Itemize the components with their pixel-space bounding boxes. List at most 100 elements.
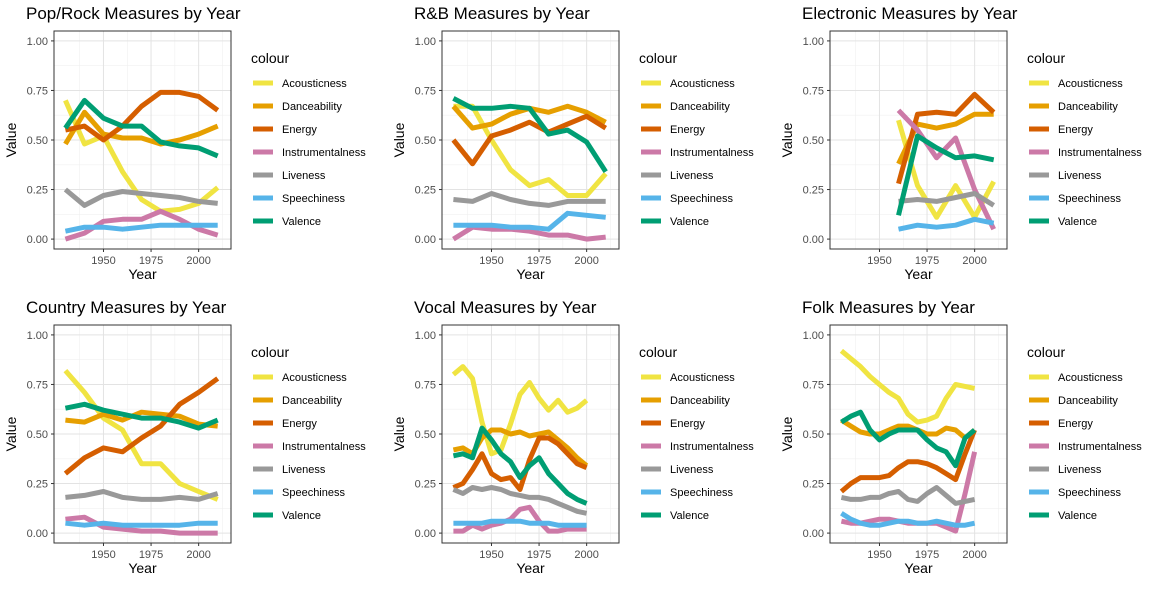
series-line-energy <box>451 113 608 167</box>
series-line-liveness <box>453 191 606 208</box>
series-line-instrumentalness <box>452 224 606 242</box>
legend-label-acousticness: Acousticness <box>282 372 347 384</box>
series-line-valence <box>63 97 219 159</box>
series-line-liveness <box>452 485 588 516</box>
series-line-instrumentalness <box>453 504 587 534</box>
legend-title: colour <box>639 50 677 66</box>
x-axis-label: Year <box>516 266 545 282</box>
series-line-danceability <box>840 417 977 441</box>
legend-label-energy: Energy <box>282 124 317 136</box>
y-tick-label: 0.50 <box>415 429 436 441</box>
y-tick-label: 0.25 <box>803 479 824 491</box>
series-line-danceability <box>63 109 219 147</box>
legend-title: colour <box>1027 344 1065 360</box>
legend-label-danceability: Danceability <box>282 395 342 407</box>
legend-label-energy: Energy <box>670 418 705 430</box>
y-tick-label: 0.25 <box>803 185 824 197</box>
panel-country-measures-by-year: Country Measures by Year 0.00 0.25 0.50 0.75… <box>3 298 366 576</box>
x-tick-label: 1950 <box>867 549 891 561</box>
series-line-liveness <box>840 485 976 506</box>
y-tick-label: 0.00 <box>415 234 436 246</box>
legend-label-liveness: Liveness <box>1058 170 1102 182</box>
y-tick-label: 1.00 <box>803 36 824 48</box>
y-tick-label: 0.00 <box>27 234 48 246</box>
series-line-liveness <box>898 191 996 208</box>
x-tick-label: 1950 <box>867 255 891 267</box>
legend-label-valence: Valence <box>670 510 709 522</box>
legend-label-energy: Energy <box>1058 124 1093 136</box>
legend-label-liveness: Liveness <box>282 464 326 476</box>
x-axis-label: Year <box>904 560 933 576</box>
series-line-acousticness <box>63 99 220 214</box>
legend-label-speechiness: Speechiness <box>282 193 345 205</box>
chart-title: Electronic Measures by Year <box>802 4 1018 23</box>
legend: colour Acousticness Danceability Energy Inst… <box>1027 344 1142 522</box>
y-tick-label: 0.75 <box>27 85 48 97</box>
panel-r-b-measures-by-year: R&B Measures by Year 0.00 0.25 0.50 0.75 1.00… <box>391 4 754 282</box>
series-line-energy <box>452 435 588 492</box>
x-axis-label: Year <box>128 266 157 282</box>
x-tick-label: 1975 <box>915 255 939 267</box>
series-line-energy <box>64 89 220 143</box>
x-axis-label: Year <box>904 266 933 282</box>
legend-label-energy: Energy <box>282 418 317 430</box>
legend-label-speechiness: Speechiness <box>1058 193 1121 205</box>
y-tick-label: 0.00 <box>803 528 824 540</box>
x-tick-label: 2000 <box>574 255 598 267</box>
x-tick-label: 1950 <box>479 549 503 561</box>
x-tick-label: 2000 <box>186 549 210 561</box>
x-tick-label: 1975 <box>915 549 939 561</box>
legend-title: colour <box>639 344 677 360</box>
series-line-liveness <box>63 187 218 208</box>
y-tick-label: 0.75 <box>415 379 436 391</box>
series-line-valence <box>64 401 219 431</box>
legend-label-instrumentalness: Instrumentalness <box>282 441 366 453</box>
y-tick-label: 0.00 <box>803 234 824 246</box>
y-tick-label: 1.00 <box>415 330 436 342</box>
y-tick-label: 0.00 <box>27 528 48 540</box>
y-tick-label: 1.00 <box>415 36 436 48</box>
legend-label-speechiness: Speechiness <box>282 487 345 499</box>
legend-label-instrumentalness: Instrumentalness <box>1058 441 1142 453</box>
y-axis-label: Value <box>3 122 19 157</box>
x-tick-label: 2000 <box>962 549 986 561</box>
x-tick-label: 2000 <box>574 549 598 561</box>
legend-title: colour <box>251 50 289 66</box>
legend-label-energy: Energy <box>670 124 705 136</box>
legend-label-speechiness: Speechiness <box>670 193 733 205</box>
series-line-acousticness <box>453 103 608 198</box>
legend-label-valence: Valence <box>282 216 321 228</box>
y-tick-label: 0.50 <box>803 429 824 441</box>
legend-label-danceability: Danceability <box>282 101 342 113</box>
x-tick-label: 2000 <box>962 255 986 267</box>
x-tick-label: 1950 <box>91 255 115 267</box>
legend: colour Acousticness Danceability Energy Inst… <box>251 50 366 228</box>
y-axis-label: Value <box>391 122 407 157</box>
series-line-speechiness <box>453 210 606 232</box>
x-tick-label: 1975 <box>527 549 551 561</box>
y-tick-label: 0.25 <box>27 479 48 491</box>
panel-electronic-measures-by-year: Electronic Measures by Year 0.00 0.25 0.50 0… <box>779 4 1142 282</box>
series-line-valence <box>896 133 995 216</box>
y-tick-label: 0.75 <box>27 379 48 391</box>
y-axis-label: Value <box>779 122 795 157</box>
y-tick-label: 0.75 <box>415 85 436 97</box>
y-tick-label: 0.25 <box>415 479 436 491</box>
legend: colour Acousticness Danceability Energy Inst… <box>1027 50 1142 228</box>
legend-label-energy: Energy <box>1058 418 1093 430</box>
legend-title: colour <box>251 344 289 360</box>
y-tick-label: 0.25 <box>27 185 48 197</box>
legend-label-danceability: Danceability <box>670 101 730 113</box>
x-tick-label: 1975 <box>139 549 163 561</box>
x-tick-label: 1975 <box>527 255 551 267</box>
legend-label-acousticness: Acousticness <box>670 78 735 90</box>
y-tick-label: 0.75 <box>803 379 824 391</box>
legend-label-instrumentalness: Instrumentalness <box>670 147 754 159</box>
y-tick-label: 1.00 <box>27 330 48 342</box>
series-line-speechiness <box>840 511 976 528</box>
series-line-acousticness <box>839 348 976 425</box>
y-axis-label: Value <box>391 416 407 451</box>
legend-label-instrumentalness: Instrumentalness <box>1058 147 1142 159</box>
